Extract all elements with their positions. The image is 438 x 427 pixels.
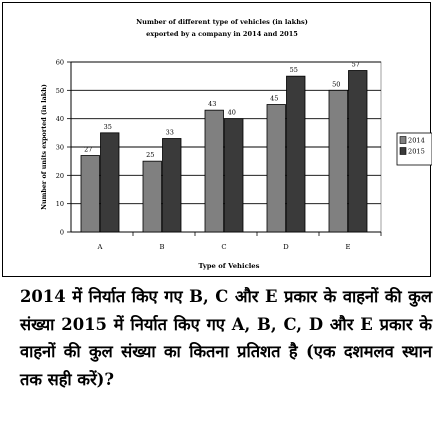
- data-label: 43: [208, 100, 216, 108]
- y-tick-label: 50: [56, 87, 64, 95]
- x-tick-label: E: [346, 243, 351, 251]
- y-tick-label: 60: [56, 59, 64, 67]
- y-tick-label: 30: [56, 144, 64, 152]
- x-tick-label: A: [97, 243, 103, 251]
- bar-2014-B: [142, 160, 162, 233]
- legend-label: 2014: [408, 137, 425, 145]
- y-tick-label: 10: [56, 200, 64, 208]
- x-tick-label: C: [221, 243, 226, 251]
- bar-2015-E: [348, 70, 368, 233]
- data-label: 35: [104, 123, 112, 131]
- legend-swatch: [399, 147, 407, 155]
- bar-chart: Number of different type of vehicles (in…: [40, 18, 432, 270]
- data-label: 50: [332, 80, 340, 88]
- legend-label: 2015: [408, 148, 425, 156]
- bar-2014-A: [80, 155, 100, 233]
- data-label: 40: [228, 109, 236, 117]
- data-label: 55: [290, 66, 298, 74]
- bar-2014-E: [328, 89, 348, 233]
- bar-2015-B: [162, 138, 182, 233]
- legend-swatch: [399, 136, 407, 144]
- data-label: 33: [166, 129, 174, 137]
- data-label: 45: [270, 95, 278, 103]
- x-tick-label: B: [160, 243, 165, 251]
- y-tick-label: 0: [60, 229, 64, 237]
- bar-2015-A: [100, 132, 120, 233]
- question-text: 2014 में निर्यात किए गए B, C और E प्रकार…: [20, 287, 432, 389]
- chart-title-line: exported by a company in 2014 and 2015: [146, 30, 298, 38]
- y-tick-label: 20: [56, 172, 64, 180]
- bar-2015-D: [286, 75, 306, 233]
- bar-2014-C: [204, 109, 224, 233]
- data-label: 57: [352, 61, 360, 69]
- chart-frame: Number of different type of vehicles (in…: [2, 2, 432, 277]
- data-label: 25: [146, 151, 154, 159]
- data-label: 27: [84, 146, 92, 154]
- x-axis-label: Type of Vehicles: [199, 262, 260, 270]
- bar-2014-D: [266, 104, 286, 233]
- y-axis-label: Number of units exported (in lakh): [40, 84, 48, 210]
- y-tick-label: 40: [56, 115, 64, 123]
- chart-title-line: Number of different type of vehicles (in…: [136, 18, 308, 26]
- bar-2015-C: [224, 118, 244, 233]
- x-tick-label: D: [283, 243, 289, 251]
